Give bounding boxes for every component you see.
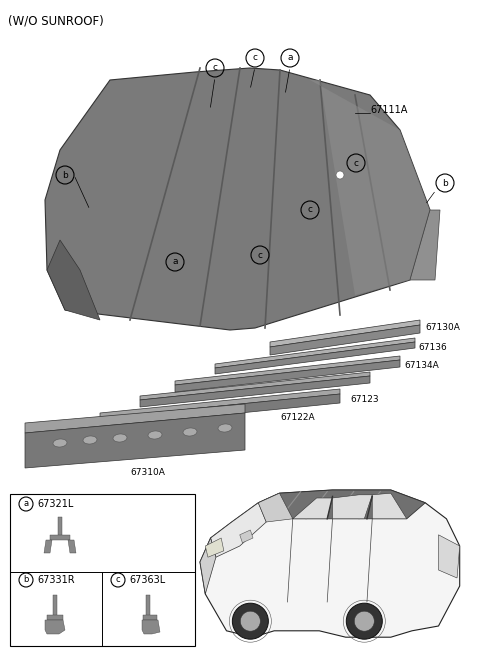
Polygon shape [200,538,216,594]
Polygon shape [142,620,160,634]
Polygon shape [258,490,425,519]
Text: 67363L: 67363L [129,575,165,585]
Bar [47,615,63,620]
Polygon shape [270,320,420,347]
Text: a: a [172,258,178,266]
Polygon shape [293,498,333,519]
Text: 67111A: 67111A [370,105,408,115]
Text: 67130A: 67130A [425,323,460,331]
Ellipse shape [183,428,197,436]
Text: 67136: 67136 [418,344,447,352]
Polygon shape [45,620,65,634]
Polygon shape [100,394,340,427]
Circle shape [354,611,374,631]
Polygon shape [140,376,370,407]
Text: (W/O SUNROOF): (W/O SUNROOF) [8,14,104,27]
Text: 67331R: 67331R [37,575,74,585]
Ellipse shape [113,434,127,442]
Text: b: b [442,178,448,188]
Polygon shape [47,240,100,320]
Circle shape [336,171,344,179]
Ellipse shape [218,424,232,432]
Polygon shape [215,342,415,374]
Polygon shape [45,68,430,330]
Polygon shape [439,535,460,578]
Text: 67310A: 67310A [130,468,165,477]
Bar [53,595,57,617]
Polygon shape [25,413,245,468]
Ellipse shape [83,436,97,444]
Text: a: a [24,499,29,508]
Bar [58,517,62,537]
Bar [10,494,195,646]
Circle shape [240,611,260,631]
Polygon shape [270,325,420,355]
Polygon shape [200,490,460,637]
Text: 67123: 67123 [350,396,379,405]
Polygon shape [100,389,340,418]
Polygon shape [68,540,76,553]
Text: c: c [257,251,263,260]
Polygon shape [211,502,266,557]
Text: c: c [252,54,257,62]
Polygon shape [175,356,400,385]
Polygon shape [240,530,253,543]
Polygon shape [310,80,430,295]
Ellipse shape [148,431,162,439]
Polygon shape [258,493,293,522]
Polygon shape [372,493,407,519]
Polygon shape [205,538,224,557]
Text: 67122A: 67122A [280,413,314,422]
Text: a: a [287,54,293,62]
Ellipse shape [53,439,67,447]
Polygon shape [25,404,245,433]
Polygon shape [175,360,400,392]
Polygon shape [140,372,370,400]
Bar [143,615,157,620]
Text: c: c [308,205,312,215]
Polygon shape [333,495,372,519]
Text: b: b [62,171,68,180]
Circle shape [232,604,268,639]
Text: c: c [116,575,120,584]
Text: c: c [213,64,217,73]
Text: 67321L: 67321L [37,499,73,509]
Bar [146,595,150,617]
Bar [50,535,70,540]
Polygon shape [215,338,415,368]
Text: b: b [24,575,29,584]
Circle shape [346,604,382,639]
Text: 67134A: 67134A [404,361,439,371]
Polygon shape [410,210,440,280]
Text: c: c [353,159,359,167]
Polygon shape [44,540,52,553]
